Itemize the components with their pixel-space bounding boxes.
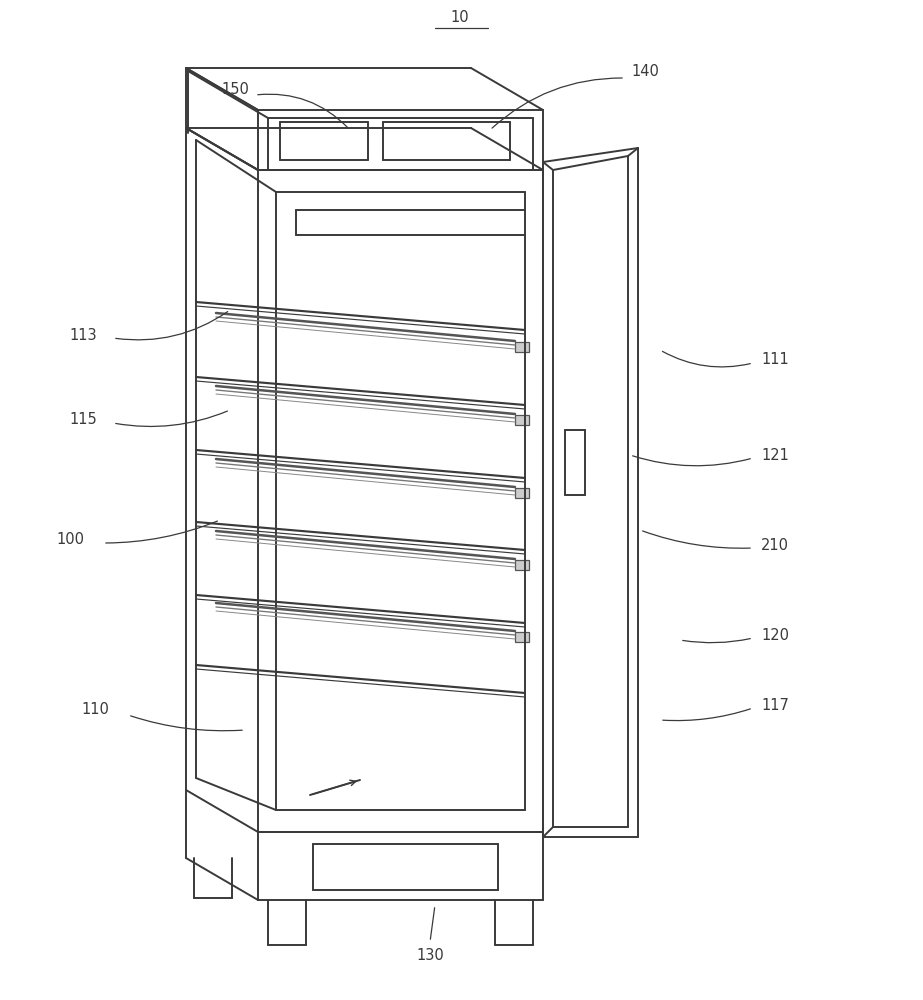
Text: 120: 120 [761,628,789,643]
Text: 10: 10 [450,10,469,25]
Bar [515,632,529,642]
Text: 113: 113 [69,328,97,342]
Bar [515,415,529,425]
Bar [515,488,529,498]
Text: 111: 111 [761,353,789,367]
Text: 140: 140 [631,64,659,80]
Text: 150: 150 [222,83,249,98]
Text: 115: 115 [69,412,97,428]
Text: 117: 117 [761,698,789,712]
Text: 210: 210 [761,538,789,552]
Text: 130: 130 [416,948,444,962]
Text: 121: 121 [761,448,789,462]
Text: 100: 100 [56,532,84,548]
Bar [515,342,529,352]
Bar [515,560,529,570]
Text: 110: 110 [81,702,109,718]
